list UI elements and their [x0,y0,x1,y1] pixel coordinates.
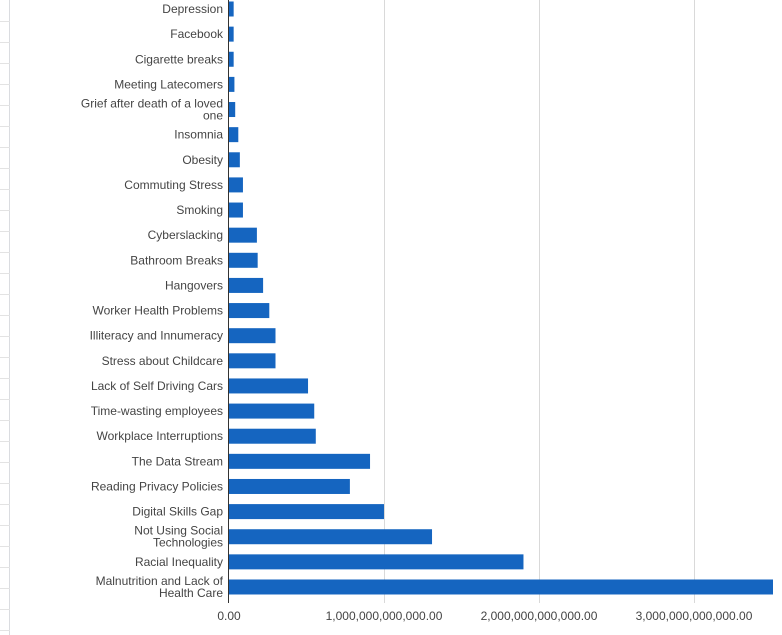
category-label: Cyberslacking [148,228,223,242]
category-label: Digital Skills Gap [132,505,223,519]
row-divider [0,399,10,400]
bar [229,177,243,193]
bar [229,478,350,494]
category-label: Depression [162,2,223,16]
x-tick-label: 3,000,000,000,000.00 [636,609,753,623]
x-tick-label: 0.00 [217,609,241,623]
row-divider [0,168,10,169]
row-divider [0,504,10,505]
bar [229,152,240,168]
category-labels: Depression Facebook Cigarette breaks Meetin… [81,2,224,600]
category-label: Grief after death of a loved one [81,97,223,123]
row-divider [0,105,10,106]
row-divider [0,336,10,337]
bar [229,554,524,570]
row-divider [0,315,10,316]
row-divider [0,294,10,295]
row-divider [0,210,10,211]
bar [229,202,243,218]
category-label: Smoking [176,203,223,217]
gridlines [384,0,695,603]
row-divider [0,567,10,568]
spreadsheet-row-edge [0,0,10,635]
bars [229,1,773,595]
category-label: Obesity [182,153,223,167]
category-label: Malnutrition and Lack of Health Care [96,574,224,600]
row-divider [0,357,10,358]
category-label: Lack of Self Driving Cars [91,379,223,393]
category-label: Meeting Latecomers [114,77,223,91]
bar [229,227,257,243]
category-label: Time-wasting employees [91,404,223,418]
row-divider [0,609,10,610]
row-divider [0,84,10,85]
bar [229,529,433,545]
row-divider [0,441,10,442]
x-tick-labels: 0.00 1,000,000,000,000.00 2,000,000,000,00… [217,609,752,623]
category-label: Hangovers [165,278,223,292]
bar [229,353,276,369]
category-label: Stress about Childcare [102,354,224,368]
category-label: Facebook [170,27,224,41]
row-divider [0,273,10,274]
x-tick-label: 1,000,000,000,000.00 [326,609,443,623]
row-divider [0,252,10,253]
row-divider [0,231,10,232]
row-divider [0,63,10,64]
category-label: Workplace Interruptions [96,429,223,443]
category-label: Not Using Social Technologies [134,524,223,550]
bar [229,51,234,67]
category-label: Worker Health Problems [93,304,224,318]
bar [229,579,773,595]
row-divider [0,483,10,484]
bar [229,403,315,419]
category-label: Bathroom Breaks [130,253,223,267]
row-divider [0,126,10,127]
x-tick-label: 2,000,000,000,000.00 [481,609,598,623]
bar [229,26,234,42]
row-divider [0,420,10,421]
category-label: The Data Stream [132,454,223,468]
bar [229,102,236,118]
row-divider [0,147,10,148]
bar [229,1,234,17]
category-label: Cigarette breaks [135,52,223,66]
bar [229,378,309,394]
category-label: Commuting Stress [124,178,223,192]
row-divider [0,42,10,43]
bar [229,428,316,444]
bar [229,504,384,520]
row-divider [0,378,10,379]
bar [229,277,264,293]
row-divider [0,630,10,631]
category-label: Reading Privacy Policies [91,480,223,494]
bar [229,303,270,319]
bar [229,453,371,469]
category-label: Racial Inequality [135,555,223,569]
category-label: Insomnia [174,128,223,142]
row-divider [0,546,10,547]
row-divider [0,21,10,22]
row-divider [0,189,10,190]
bar [229,76,235,92]
bar [229,127,239,143]
row-divider [0,588,10,589]
bar [229,328,276,344]
category-label: Illiteracy and Innumeracy [90,329,223,343]
row-divider [0,462,10,463]
bar [229,252,258,268]
row-divider [0,525,10,526]
